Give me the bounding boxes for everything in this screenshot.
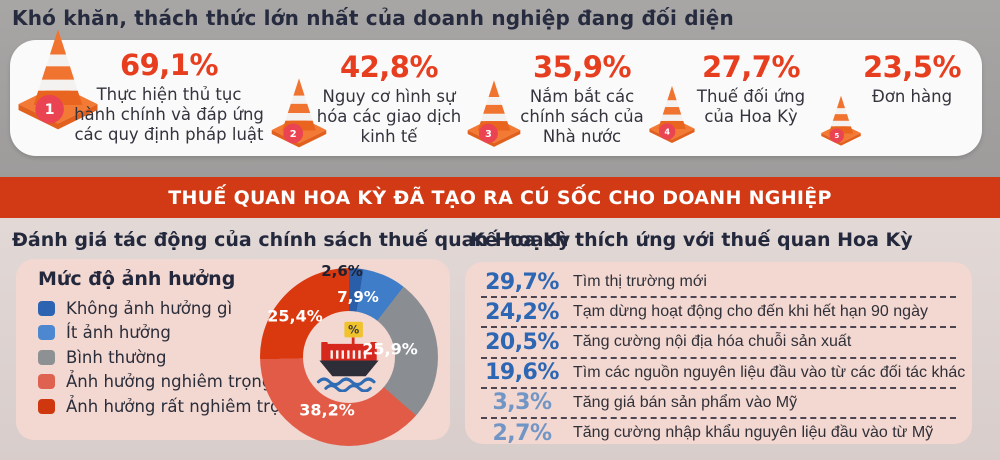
adaptation-row: 20,5% Tăng cường nội địa hóa chuỗi sản xu… xyxy=(481,328,956,359)
donut-label: 2,6% xyxy=(321,262,363,280)
difficulty-label: Đơn hàng xyxy=(871,87,953,107)
traffic-cone: 1 xyxy=(16,26,100,131)
bottom-section: Đánh giá tác động của chính sách thuế qu… xyxy=(0,218,1000,460)
difficulty-percent: 42,8% xyxy=(339,50,439,84)
difficulty-label: Thuế đối ứng của Hoa Kỳ xyxy=(696,87,806,127)
banner-title: THUẾ QUAN HOA KỲ ĐÃ TẠO RA CÚ SỐC CHO DO… xyxy=(168,186,832,209)
donut-label: 7,9% xyxy=(337,288,379,306)
legend-title: Mức độ ảnh hưởng xyxy=(38,268,236,290)
legend-swatch xyxy=(38,349,55,365)
legend-item: Bình thường xyxy=(38,347,301,367)
svg-text:%: % xyxy=(348,324,359,337)
adaptation-row: 24,2% Tạm dừng hoạt động cho đến khi hết … xyxy=(481,298,956,329)
legend-label: Bình thường xyxy=(66,347,167,367)
banner: THUẾ QUAN HOA KỲ ĐÃ TẠO RA CÚ SỐC CHO DO… xyxy=(0,177,1000,218)
traffic-cone-icon: 4 xyxy=(649,85,695,144)
adaptation-label: Tăng cường nhập khẩu nguyên liệu đầu vào… xyxy=(573,424,934,442)
difficulty-label: Nguy cơ hình sự hóa các giao dịch kinh t… xyxy=(316,87,462,147)
traffic-cone-icon: 1 xyxy=(18,29,98,130)
adaptation-percent: 20,5% xyxy=(485,329,559,355)
legend-item: Ảnh hưởng nghiêm trọng xyxy=(38,372,301,391)
traffic-cone: 3 xyxy=(466,78,522,148)
adaptation-percent: 2,7% xyxy=(492,420,552,446)
svg-text:2: 2 xyxy=(290,129,297,140)
traffic-cone-icon: 5 xyxy=(821,95,861,146)
difficulty-item: 27,7% Thuế đối ứng của Hoa Kỳ xyxy=(680,52,822,127)
donut-label: 25,4% xyxy=(267,306,323,326)
adaptation-label: Tạm dừng hoạt động cho đến khi hết hạn 9… xyxy=(573,303,928,321)
traffic-cone: 5 xyxy=(820,94,862,147)
svg-text:3: 3 xyxy=(485,129,492,140)
difficulty-percent: 35,9% xyxy=(532,50,632,84)
cargo-ship-graphic: % xyxy=(316,321,379,392)
svg-text:5: 5 xyxy=(834,131,839,140)
adaptation-heading: Kế hoạch thích ứng với thuế quan Hoa Kỳ xyxy=(470,229,913,251)
adaptation-row: 3,3% Tăng giá bán sản phẩm vào Mỹ xyxy=(481,389,956,419)
cargo-ship-icon: % xyxy=(260,268,438,446)
difficulty-item: 35,9% Nắm bắt các chính sách của Nhà nước xyxy=(506,52,658,147)
rank-badge xyxy=(829,128,844,143)
difficulty-item: 42,8% Nguy cơ hình sự hóa các giao dịch k… xyxy=(308,52,470,147)
traffic-cone-icon: 3 xyxy=(467,80,521,147)
rank-badge xyxy=(478,123,498,143)
legend-label: Ảnh hưởng nghiêm trọng xyxy=(66,372,273,391)
rank-badge xyxy=(283,123,304,144)
legend-item: Ít ảnh hưởng xyxy=(38,323,301,342)
rank-badge xyxy=(35,94,64,124)
legend-label: Ít ảnh hưởng xyxy=(66,323,171,342)
donut-label: 25,9% xyxy=(362,339,418,359)
adaptation-label: Tăng giá bán sản phẩm vào Mỹ xyxy=(573,393,798,411)
legend-swatch xyxy=(38,374,55,389)
traffic-cone: 2 xyxy=(270,76,328,149)
difficulty-percent: 69,1% xyxy=(119,48,219,82)
legend-label: Không ảnh hưởng gì xyxy=(66,298,233,318)
adaptation-row: 29,7% Tìm thị trường mới xyxy=(481,268,956,299)
difficulty-percent: 27,7% xyxy=(701,50,801,84)
adaptation-label: Tìm thị trường mới xyxy=(573,273,707,291)
adaptation-percent: 24,2% xyxy=(485,299,559,325)
donut-label: 38,2% xyxy=(299,400,355,420)
traffic-cone-icon: 2 xyxy=(271,78,327,148)
adaptation-row: 2,7% Tăng cường nhập khẩu nguyên liệu đầu… xyxy=(481,419,956,447)
svg-text:4: 4 xyxy=(664,126,670,136)
difficulty-label: Nắm bắt các chính sách của Nhà nước xyxy=(520,87,644,147)
legend-swatch xyxy=(38,325,55,340)
adaptation-row: 19,6% Tìm các nguồn nguyên liệu đầu vào t… xyxy=(481,359,965,389)
difficulty-percent: 23,5% xyxy=(862,50,962,84)
adaptation-percent: 19,6% xyxy=(485,360,559,386)
impact-heading: Đánh giá tác động của chính sách thuế qu… xyxy=(12,229,571,251)
rank-badge xyxy=(659,123,676,140)
legend-label: Ảnh hưởng rất nghiêm trọng xyxy=(66,396,301,416)
difficulties-section: Khó khăn, thách thức lớn nhất của doanh … xyxy=(0,0,1000,177)
adaptation-panel: 29,7% Tìm thị trường mới 24,2% Tạm dừng hoạ… xyxy=(465,262,972,447)
adaptation-percent: 3,3% xyxy=(492,390,552,416)
adaptation-label: Tăng cường nội địa hóa chuỗi sản xuất xyxy=(573,333,852,351)
adaptation-percent: 29,7% xyxy=(485,269,559,295)
adaptation-label: Tìm các nguồn nguyên liệu đầu vào từ các… xyxy=(573,363,966,381)
legend-swatch xyxy=(38,398,55,414)
legend-swatch xyxy=(38,300,55,316)
legend-item: Không ảnh hưởng gì xyxy=(38,298,301,318)
impact-panel: Mức độ ảnh hưởng Không ảnh hưởng gì Ít ản… xyxy=(16,259,450,446)
section-title: Khó khăn, thách thức lớn nhất của doanh … xyxy=(12,6,734,30)
traffic-cone: 4 xyxy=(648,84,696,144)
difficulty-item: 23,5% Đơn hàng xyxy=(845,52,979,107)
difficulty-item: 69,1% Thực hiện thủ tục hành chính và đáp… xyxy=(70,50,268,145)
difficulty-label: Thực hiện thủ tục hành chính và đáp ứng … xyxy=(74,85,264,145)
svg-text:1: 1 xyxy=(45,102,55,118)
legend-item: Ảnh hưởng rất nghiêm trọng xyxy=(38,396,301,416)
legend: Không ảnh hưởng gì Ít ảnh hưởng Bình thườn… xyxy=(38,298,301,423)
